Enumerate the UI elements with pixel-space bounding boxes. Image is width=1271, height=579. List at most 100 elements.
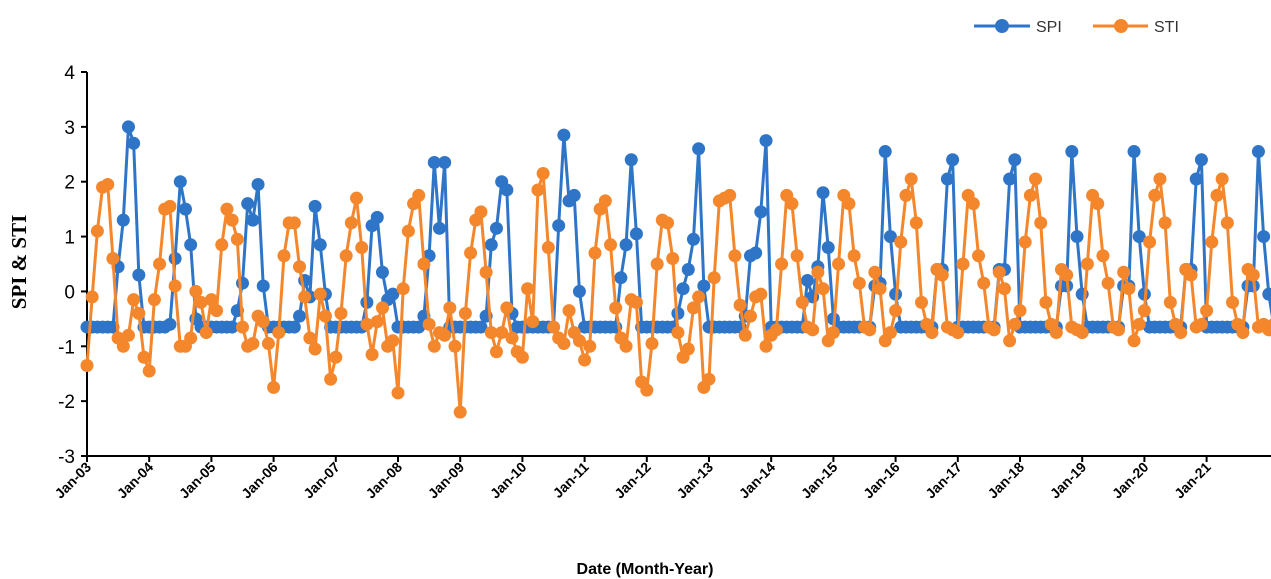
point-sti xyxy=(1003,334,1017,348)
point-sti xyxy=(1127,334,1141,348)
x-tick-label: Jan-19 xyxy=(1047,459,1090,502)
point-sti xyxy=(650,257,664,271)
point-spi xyxy=(121,120,135,134)
point-sti xyxy=(707,271,721,285)
point-sti xyxy=(785,197,799,211)
point-spi xyxy=(293,309,307,323)
point-spi xyxy=(754,205,768,219)
point-sti xyxy=(811,265,825,279)
point-sti xyxy=(692,290,706,304)
point-sti xyxy=(90,224,104,238)
point-sti xyxy=(1060,268,1074,282)
point-sti xyxy=(1018,235,1032,249)
point-spi xyxy=(1003,172,1017,186)
point-sti xyxy=(609,301,623,315)
point-sti xyxy=(422,317,436,331)
point-sti xyxy=(1029,172,1043,186)
legend-item-sti[interactable]: STI xyxy=(1093,19,1179,36)
x-tick-label: Jan-13 xyxy=(673,459,716,502)
point-sti xyxy=(526,315,540,329)
point-spi xyxy=(438,156,452,170)
point-sti xyxy=(578,353,592,367)
point-sti xyxy=(495,326,509,340)
point-sti xyxy=(355,241,369,255)
x-tick-label: Jan-04 xyxy=(114,459,157,502)
point-sti xyxy=(396,282,410,296)
point-spi xyxy=(800,273,814,287)
point-sti xyxy=(142,364,156,378)
point-sti xyxy=(277,249,291,263)
point-sti xyxy=(1111,323,1125,337)
point-sti xyxy=(236,320,249,334)
y-tick-label: 2 xyxy=(64,173,75,194)
point-sti xyxy=(365,348,379,362)
y-axis-label: SPI & STI xyxy=(7,215,31,310)
x-tick-label: Jan-12 xyxy=(611,459,654,502)
point-sti xyxy=(230,232,244,246)
x-tick-label: Jan-08 xyxy=(362,459,405,502)
point-sti xyxy=(909,216,923,230)
y-tick-label: 3 xyxy=(64,118,75,139)
point-spi xyxy=(484,238,498,252)
point-sti xyxy=(427,339,441,353)
point-sti xyxy=(287,216,301,230)
point-sti xyxy=(604,238,618,252)
series-layer xyxy=(80,120,1271,419)
point-spi xyxy=(624,153,638,167)
point-sti xyxy=(303,331,317,345)
point-sti xyxy=(1226,295,1240,309)
point-sti xyxy=(629,295,643,309)
point-spi xyxy=(489,221,503,235)
point-spi xyxy=(1262,287,1271,301)
point-sti xyxy=(904,172,918,186)
point-sti xyxy=(443,301,457,315)
point-sti xyxy=(1174,326,1188,340)
legend-marker-spi xyxy=(995,19,1009,33)
point-sti xyxy=(163,199,177,213)
point-sti xyxy=(1267,318,1271,331)
point-spi xyxy=(759,134,773,148)
point-sti xyxy=(536,166,550,180)
point-sti xyxy=(1153,172,1167,186)
point-sti xyxy=(987,323,1001,337)
point-spi xyxy=(946,153,960,167)
point-sti xyxy=(412,188,426,202)
point-sti xyxy=(951,326,965,340)
point-sti xyxy=(583,339,597,353)
point-sti xyxy=(184,331,198,345)
x-tick-label: Jan-14 xyxy=(736,459,779,502)
point-sti xyxy=(350,191,364,205)
point-sti xyxy=(992,265,1006,279)
point-sti xyxy=(1122,282,1136,296)
point-sti xyxy=(956,257,970,271)
point-sti xyxy=(1117,265,1131,279)
point-sti xyxy=(889,304,903,318)
point-sti xyxy=(484,326,498,340)
point-sti xyxy=(743,309,757,323)
point-sti xyxy=(816,282,830,296)
point-sti xyxy=(899,188,913,202)
point-spi xyxy=(241,197,255,211)
point-sti xyxy=(790,249,804,263)
point-sti xyxy=(1210,188,1224,202)
point-sti xyxy=(1080,257,1094,271)
point-spi xyxy=(557,128,571,142)
x-tick-label: Jan-10 xyxy=(487,459,530,502)
point-sti xyxy=(85,290,99,304)
point-sti xyxy=(1023,188,1037,202)
point-sti xyxy=(194,295,208,309)
x-tick-label: Jan-09 xyxy=(425,459,468,502)
point-sti xyxy=(1039,295,1053,309)
legend-label-sti: STI xyxy=(1154,19,1179,36)
point-sti xyxy=(1008,317,1022,331)
point-sti xyxy=(116,339,130,353)
point-spi xyxy=(116,213,130,227)
point-sti xyxy=(754,287,768,301)
point-sti xyxy=(894,235,908,249)
point-sti xyxy=(329,350,343,364)
point-spi xyxy=(552,219,566,233)
point-spi xyxy=(386,287,400,301)
point-sti xyxy=(619,339,633,353)
legend-item-spi[interactable]: SPI xyxy=(974,19,1062,36)
point-sti xyxy=(671,326,685,340)
